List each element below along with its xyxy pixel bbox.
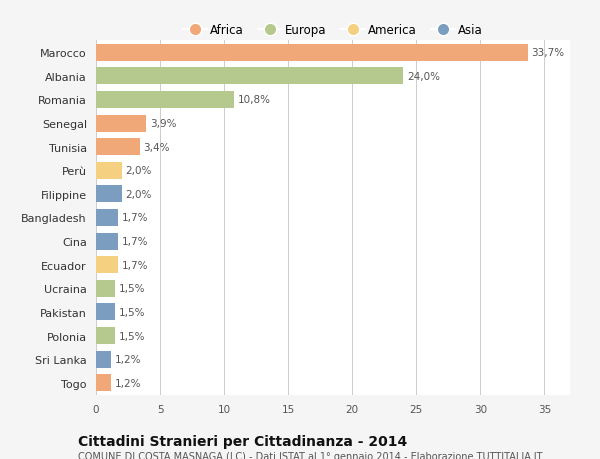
Text: COMUNE DI COSTA MASNAGA (LC) - Dati ISTAT al 1° gennaio 2014 - Elaborazione TUTT: COMUNE DI COSTA MASNAGA (LC) - Dati ISTA… <box>78 451 542 459</box>
Text: 1,7%: 1,7% <box>122 213 148 223</box>
Bar <box>96 162 122 179</box>
Text: 1,5%: 1,5% <box>119 284 146 294</box>
Text: 10,8%: 10,8% <box>238 95 271 105</box>
Bar <box>96 186 122 203</box>
Text: 24,0%: 24,0% <box>407 72 440 82</box>
Bar <box>96 139 140 156</box>
Bar <box>96 327 115 344</box>
Text: 3,9%: 3,9% <box>150 119 176 129</box>
Bar <box>96 45 528 62</box>
Legend: Africa, Europa, America, Asia: Africa, Europa, America, Asia <box>178 19 488 41</box>
Text: 33,7%: 33,7% <box>532 48 565 58</box>
Bar <box>96 304 115 321</box>
Text: 1,2%: 1,2% <box>115 354 142 364</box>
Bar <box>96 280 115 297</box>
Text: 2,0%: 2,0% <box>125 166 152 176</box>
Bar <box>96 257 118 274</box>
Bar <box>96 233 118 250</box>
Bar <box>96 115 146 132</box>
Text: 1,7%: 1,7% <box>122 260 148 270</box>
Bar <box>96 68 403 85</box>
Text: 2,0%: 2,0% <box>125 190 152 200</box>
Text: 1,5%: 1,5% <box>119 307 146 317</box>
Bar <box>96 351 112 368</box>
Text: 1,2%: 1,2% <box>115 378 142 388</box>
Text: 1,7%: 1,7% <box>122 236 148 246</box>
Text: Cittadini Stranieri per Cittadinanza - 2014: Cittadini Stranieri per Cittadinanza - 2… <box>78 434 407 448</box>
Bar <box>96 92 235 109</box>
Bar <box>96 210 118 226</box>
Text: 1,5%: 1,5% <box>119 331 146 341</box>
Bar <box>96 375 112 392</box>
Text: 3,4%: 3,4% <box>143 142 170 152</box>
